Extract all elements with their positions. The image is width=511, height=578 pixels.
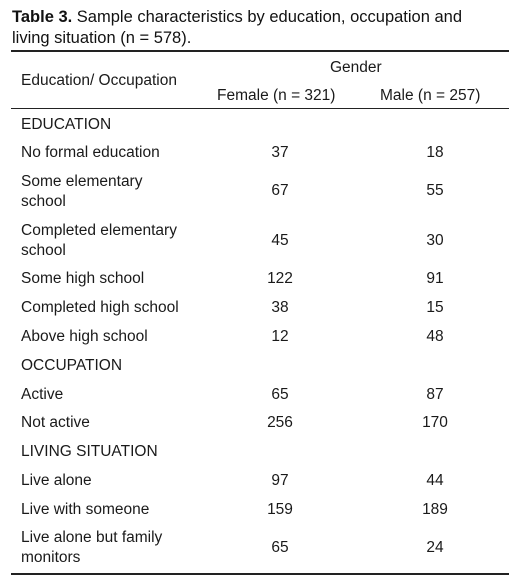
table-cell-female: 37 xyxy=(271,144,289,161)
table-row-label-cont: monitors xyxy=(21,549,81,566)
table-cell-female: 67 xyxy=(271,182,289,199)
table-cell-female: 45 xyxy=(271,232,289,249)
table-cell-male: 48 xyxy=(426,328,444,345)
caption-line-1: Sample characteristics by education, occ… xyxy=(72,8,463,26)
table-cell-female: 97 xyxy=(271,472,289,489)
table-cell-female: 12 xyxy=(271,328,289,345)
table-caption: Table 3. Sample characteristics by educa… xyxy=(12,7,510,49)
table-cell-male: 15 xyxy=(426,299,444,316)
table-row-label: Some elementary xyxy=(21,173,143,190)
table-cell-female: 65 xyxy=(271,539,289,556)
table-cell-female: 256 xyxy=(267,414,293,431)
table-cell-female: 65 xyxy=(271,386,289,403)
caption-line-2: living situation (n = 578). xyxy=(12,29,192,47)
section-education: EDUCATION xyxy=(21,116,112,133)
table-row-label: Live alone but family xyxy=(21,529,163,546)
section-living-situation: LIVING SITUATION xyxy=(21,443,158,460)
table-cell-male: 18 xyxy=(426,144,444,161)
table-row-label: Not active xyxy=(21,414,90,431)
header-male: Male (n = 257) xyxy=(380,87,481,104)
table-cell-male: 55 xyxy=(426,182,444,199)
header-gender: Gender xyxy=(330,59,382,76)
table-row-label: No formal education xyxy=(21,144,160,161)
header-col-education-occupation: Education/ Occupation xyxy=(21,72,177,89)
table-row-label: Above high school xyxy=(21,328,148,345)
top-rule xyxy=(11,50,509,52)
table-row-label: Some high school xyxy=(21,270,145,287)
table-cell-female: 159 xyxy=(267,501,293,518)
table-cell-male: 44 xyxy=(426,472,444,489)
table-cell-male: 30 xyxy=(426,232,444,249)
table-row-label-cont: school xyxy=(21,242,66,259)
table-row-label: Completed elementary xyxy=(21,222,177,239)
bottom-rule xyxy=(11,573,509,575)
table-row-label: Completed high school xyxy=(21,299,179,316)
table-cell-male: 24 xyxy=(426,539,444,556)
header-female: Female (n = 321) xyxy=(217,87,336,104)
table-cell-male: 189 xyxy=(422,501,448,518)
table-row-label-cont: school xyxy=(21,193,66,210)
table-row-label: Live alone xyxy=(21,472,92,489)
table-row-label: Active xyxy=(21,386,64,403)
table-cell-female: 122 xyxy=(267,270,293,287)
section-occupation: OCCUPATION xyxy=(21,357,123,374)
table-cell-male: 91 xyxy=(426,270,444,287)
table-label: Table 3. xyxy=(12,8,73,26)
table-cell-female: 38 xyxy=(271,299,289,316)
table-row-label: Live with someone xyxy=(21,501,150,518)
header-rule xyxy=(11,108,509,109)
table-cell-male: 87 xyxy=(426,386,444,403)
table-cell-male: 170 xyxy=(422,414,448,431)
